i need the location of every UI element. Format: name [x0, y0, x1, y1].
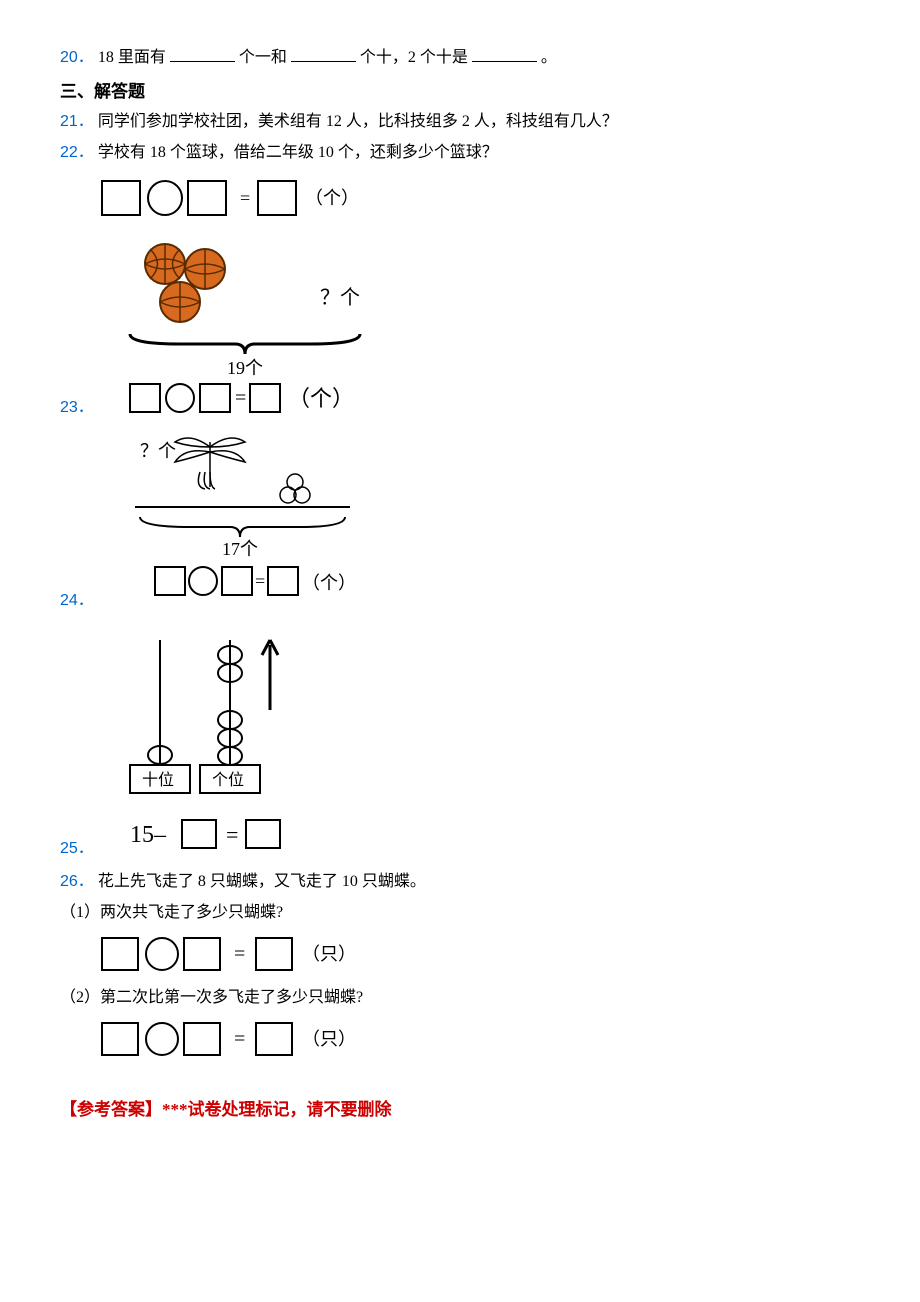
basketball-icon	[145, 244, 185, 284]
q21-text: 同学们参加学校社团，美术组有 12 人，比科技组多 2 人，科技组有几人？	[98, 113, 618, 130]
answer-key-label: 【参考答案】***试卷处理标记，请不要删除	[60, 1095, 860, 1120]
svg-text:（个）: （个）	[302, 573, 356, 593]
q23-figure: ？个 19个 = （个）	[100, 234, 400, 419]
basketball-icon	[160, 282, 200, 322]
banana-figure-icon: ？个 17个 =	[100, 427, 400, 612]
svg-text:=: =	[235, 387, 246, 409]
q26-eq1-figure: = （只）	[100, 930, 860, 980]
q26-text: 花上先飞走了 8 只蝴蝶，又飞走了 10 只蝴蝶。	[98, 873, 426, 890]
svg-text:？个: ？个	[320, 286, 360, 309]
svg-text:（个）: （个）	[288, 386, 354, 411]
question-25: 25． 十位 个位 15– =	[60, 616, 860, 864]
question-20: 20． 18 里面有 个一和 个十，2 个十是 。	[60, 44, 860, 71]
q21-number: 21．	[60, 113, 94, 130]
question-22: 22． 学校有 18 个篮球，借给二年级 10 个，还剩多少个篮球？	[60, 139, 860, 166]
svg-text:15–: 15–	[130, 822, 167, 848]
small-pile-icon	[280, 474, 310, 503]
question-21: 21． 同学们参加学校社团，美术组有 12 人，比科技组多 2 人，科技组有几人…	[60, 108, 860, 135]
svg-text:19个: 19个	[227, 358, 263, 378]
section-3-title: 三、解答题	[60, 77, 860, 102]
q22-equation-figure: = （个）	[100, 171, 860, 226]
svg-text:个位: 个位	[212, 771, 244, 789]
q26-sub2: （2）第二次比第一次多飞走了多少只蝴蝶?	[60, 984, 860, 1011]
svg-text:=: =	[234, 1028, 245, 1050]
svg-text:=: =	[240, 188, 250, 208]
equation-box-icon: = （个）	[100, 171, 360, 226]
banana-tree-icon	[175, 438, 245, 489]
q22-number: 22．	[60, 144, 94, 161]
svg-text:？个: ？个	[140, 441, 176, 461]
q26-number: 26．	[60, 873, 94, 890]
q25-figure: 十位 个位 15– =	[100, 620, 360, 860]
abacus-figure-icon: 十位 个位 15– =	[100, 620, 360, 860]
svg-text:=: =	[226, 822, 238, 847]
q26-eq2-figure: = （只）	[100, 1015, 860, 1065]
svg-text:十位: 十位	[142, 771, 174, 789]
q20-number: 20．	[60, 49, 94, 66]
svg-text:（个）: （个）	[305, 188, 359, 208]
equation-box-icon: = （只）	[100, 930, 380, 980]
q24-number: 24．	[60, 592, 94, 609]
basketball-icon	[185, 249, 225, 289]
basketball-figure-icon: ？个 19个 = （个）	[100, 234, 400, 419]
q20-text2: 个一和	[239, 49, 287, 66]
q25-number: 25．	[60, 840, 94, 857]
svg-text:=: =	[255, 571, 265, 591]
blank[interactable]	[472, 45, 537, 62]
svg-text:（只）: （只）	[302, 1029, 356, 1049]
question-24: 24． ？个 17个	[60, 423, 860, 616]
q23-number: 23．	[60, 399, 94, 416]
svg-text:=: =	[234, 943, 245, 965]
question-26: 26． 花上先飞走了 8 只蝴蝶，又飞走了 10 只蝴蝶。	[60, 868, 860, 895]
q20-text4: 。	[541, 49, 557, 66]
q20-text3: 个十，2 个十是	[360, 49, 468, 66]
q24-figure: ？个 17个 =	[100, 427, 400, 612]
blank[interactable]	[291, 45, 356, 62]
svg-text:（只）: （只）	[302, 944, 356, 964]
svg-text:17个: 17个	[222, 539, 258, 559]
blank[interactable]	[170, 45, 235, 62]
question-23: 23． ？个 19个 = （个）	[60, 230, 860, 423]
q20-text1: 18 里面有	[98, 49, 166, 66]
equation-box-icon: = （只）	[100, 1015, 380, 1065]
q26-sub1: （1）两次共飞走了多少只蝴蝶?	[60, 899, 860, 926]
q22-text: 学校有 18 个篮球，借给二年级 10 个，还剩多少个篮球？	[98, 144, 498, 161]
